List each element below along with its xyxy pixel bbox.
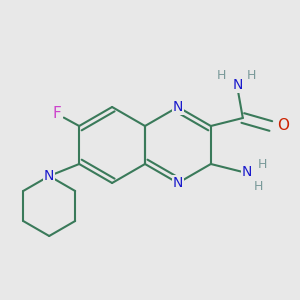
Text: N: N bbox=[44, 169, 54, 183]
Text: N: N bbox=[242, 165, 252, 179]
Text: N: N bbox=[173, 100, 183, 114]
Text: N: N bbox=[232, 78, 243, 92]
Text: N: N bbox=[173, 176, 183, 190]
Text: H: H bbox=[258, 158, 268, 170]
Text: H: H bbox=[254, 181, 263, 194]
Text: H: H bbox=[247, 70, 256, 83]
Text: H: H bbox=[217, 70, 226, 83]
Text: F: F bbox=[53, 106, 62, 122]
Text: O: O bbox=[277, 118, 289, 134]
